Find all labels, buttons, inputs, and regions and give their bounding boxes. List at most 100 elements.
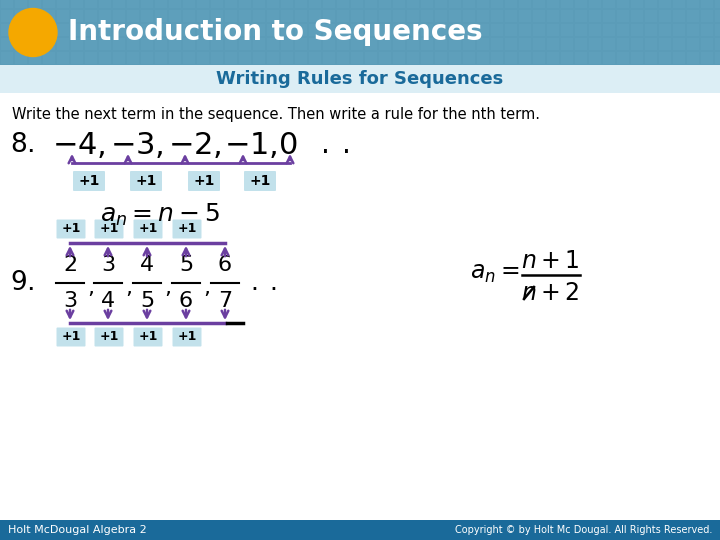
Bar [351, 52, 363, 64]
Bar [43, 24, 55, 36]
Bar [267, 24, 279, 36]
Bar [617, 10, 629, 22]
Bar [15, 0, 27, 8]
Bar [99, 52, 111, 64]
Bar [449, 0, 461, 8]
Bar [365, 0, 377, 8]
Bar [295, 0, 307, 8]
Bar [127, 52, 139, 64]
Bar [239, 24, 251, 36]
Bar [267, 0, 279, 8]
Bar [477, 0, 489, 8]
Bar [519, 52, 531, 64]
Bar [267, 10, 279, 22]
Text: +1: +1 [177, 222, 197, 235]
Text: +1: +1 [177, 330, 197, 343]
Bar [43, 10, 55, 22]
Bar [169, 52, 181, 64]
Bar [393, 38, 405, 50]
Text: Holt McDougal Algebra 2: Holt McDougal Algebra 2 [8, 525, 147, 535]
Bar [85, 52, 97, 64]
Bar [281, 38, 293, 50]
Bar [295, 10, 307, 22]
Bar [71, 10, 83, 22]
Bar [533, 24, 545, 36]
Bar [281, 10, 293, 22]
Bar [351, 24, 363, 36]
Bar [519, 24, 531, 36]
Bar [687, 52, 699, 64]
Bar [43, 38, 55, 50]
Bar [547, 52, 559, 64]
Text: 5: 5 [140, 291, 154, 311]
Bar [71, 38, 83, 50]
Bar [57, 10, 69, 22]
Text: $9.$: $9.$ [10, 270, 35, 296]
Bar [57, 52, 69, 64]
Bar [407, 24, 419, 36]
Bar [295, 52, 307, 64]
Bar [211, 10, 223, 22]
Bar [631, 52, 643, 64]
Bar [267, 38, 279, 50]
Bar [715, 10, 720, 22]
Bar [435, 52, 447, 64]
Bar [197, 38, 209, 50]
Bar [617, 24, 629, 36]
FancyBboxPatch shape [56, 327, 86, 347]
Bar [253, 38, 265, 50]
Bar [113, 10, 125, 22]
Bar [673, 10, 685, 22]
Bar [463, 38, 475, 50]
Bar [645, 24, 657, 36]
Text: +1: +1 [78, 174, 99, 188]
Text: $\mathit{n}+2$: $\mathit{n}+2$ [521, 281, 580, 305]
Bar [659, 24, 671, 36]
Text: Copyright © by Holt Mc Dougal. All Rights Reserved.: Copyright © by Holt Mc Dougal. All Right… [454, 525, 712, 535]
Bar [169, 0, 181, 8]
Bar [491, 0, 503, 8]
Bar [197, 10, 209, 22]
Bar [659, 10, 671, 22]
Bar [435, 10, 447, 22]
Bar [309, 0, 321, 8]
Bar [561, 0, 573, 8]
Bar [365, 10, 377, 22]
Bar [463, 10, 475, 22]
Bar [85, 10, 97, 22]
Bar [603, 0, 615, 8]
Bar [575, 52, 587, 64]
FancyBboxPatch shape [133, 327, 163, 347]
FancyBboxPatch shape [73, 171, 105, 191]
Bar [491, 24, 503, 36]
Bar [1, 0, 13, 8]
Bar [113, 52, 125, 64]
Bar [155, 0, 167, 8]
Text: Introduction to Sequences: Introduction to Sequences [68, 18, 482, 46]
Bar [71, 52, 83, 64]
Bar [43, 0, 55, 8]
Bar [351, 10, 363, 22]
Bar [211, 0, 223, 8]
Bar [505, 10, 517, 22]
Bar [561, 24, 573, 36]
Bar [323, 38, 335, 50]
Bar [449, 38, 461, 50]
Bar [127, 38, 139, 50]
Bar [659, 52, 671, 64]
Bar [603, 52, 615, 64]
Bar [673, 0, 685, 8]
Bar [29, 52, 41, 64]
Text: $a_n = n - 5$: $a_n = n - 5$ [100, 202, 220, 228]
Bar [239, 0, 251, 8]
Bar [631, 38, 643, 50]
Text: 4: 4 [101, 291, 115, 311]
Bar [491, 52, 503, 64]
Text: Writing Rules for Sequences: Writing Rules for Sequences [217, 70, 503, 88]
Bar [715, 52, 720, 64]
Bar [673, 52, 685, 64]
Bar [155, 52, 167, 64]
Text: +1: +1 [61, 222, 81, 235]
Bar [673, 24, 685, 36]
Bar [225, 0, 237, 8]
